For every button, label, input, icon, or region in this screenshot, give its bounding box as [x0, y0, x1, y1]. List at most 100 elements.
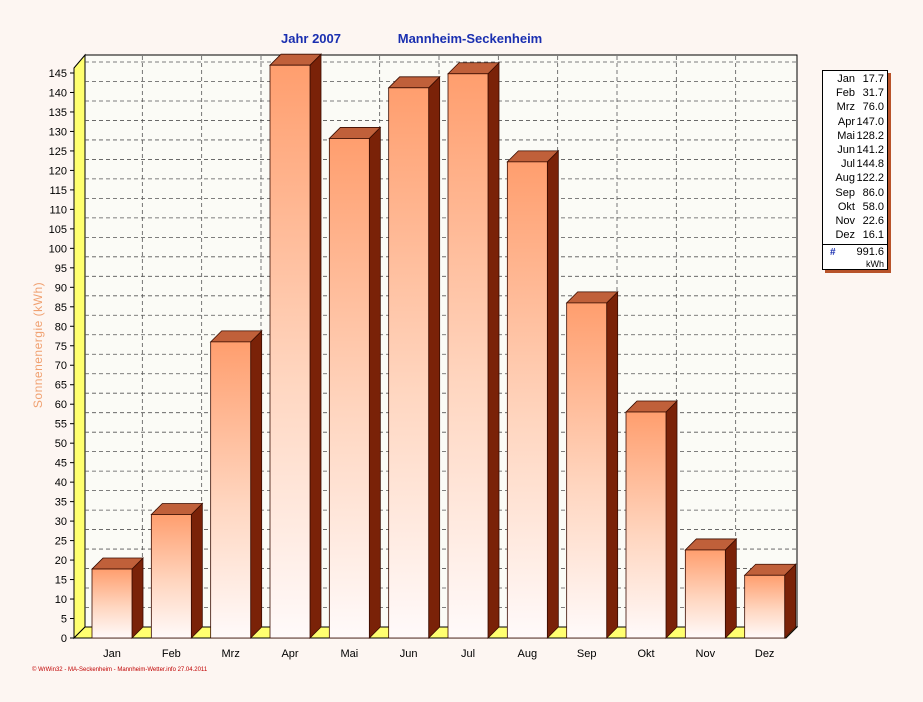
- bar: [328, 138, 370, 639]
- legend-row: Mrz 76.0: [823, 100, 887, 114]
- legend-total-value: 991.6: [856, 246, 884, 258]
- y-tick-label: 10: [55, 594, 67, 606]
- y-tick-label: 20: [55, 555, 67, 567]
- legend-row: Sep 86.0: [823, 186, 887, 200]
- legend-month: Aug: [835, 172, 855, 185]
- legend-row: Nov 22.6: [823, 214, 887, 228]
- bar: [684, 549, 726, 639]
- bar-side: [368, 126, 381, 639]
- bar-side: [131, 557, 144, 639]
- legend-value: 141.2: [856, 143, 884, 156]
- x-tick-label: Jun: [400, 648, 418, 660]
- legend-month: Sep: [835, 186, 855, 199]
- legend-row: Jul 144.8: [823, 157, 887, 171]
- legend-unit: kWh: [866, 259, 884, 269]
- legend-value: 17.7: [862, 73, 884, 85]
- bar-side: [546, 149, 559, 639]
- bar: [210, 341, 252, 639]
- x-tick-label: Jul: [461, 648, 475, 660]
- legend-row: Jan 17.7: [823, 72, 887, 86]
- legend-month: Nov: [835, 214, 855, 227]
- legend-month: Jun: [837, 143, 855, 156]
- legend-rows: Jan 17.7 Feb 31.7 Mrz 76.0 Apr 147.0 Mai 128.2 Jun…: [823, 71, 887, 242]
- legend-value: 22.6: [862, 214, 884, 227]
- legend-value: 76.0: [862, 101, 884, 114]
- legend-row: Jun 141.2: [823, 143, 887, 157]
- legend-total-symbol: #: [830, 247, 836, 258]
- x-tick-label: Mrz: [222, 648, 240, 660]
- y-tick-label: 140: [49, 87, 67, 99]
- legend-value: 16.1: [862, 229, 884, 242]
- x-tick-label: Okt: [637, 648, 654, 660]
- y-tick-label: 90: [55, 282, 67, 294]
- x-tick-label: Apr: [281, 648, 298, 660]
- x-tick-label: Dez: [755, 648, 775, 660]
- y-tick-label: 80: [55, 321, 67, 333]
- legend: Jan 17.7 Feb 31.7 Mrz 76.0 Apr 147.0 Mai 128.2 Jun…: [822, 70, 888, 270]
- y-tick-label: 70: [55, 360, 67, 372]
- y-tick-label: 145: [49, 68, 67, 80]
- y-tick-label: 50: [55, 438, 67, 450]
- legend-value: 58.0: [862, 200, 884, 213]
- bar: [150, 514, 192, 639]
- y-tick-label: 65: [55, 380, 67, 392]
- legend-row: Apr 147.0: [823, 115, 887, 129]
- y-tick-label: 85: [55, 302, 67, 314]
- bar-side: [250, 329, 263, 639]
- chart-title-year: Jahr 2007: [281, 31, 341, 46]
- legend-row: Aug 122.2: [823, 171, 887, 185]
- bar: [506, 161, 548, 639]
- legend-month: Mai: [837, 129, 855, 142]
- legend-month: Mrz: [836, 101, 855, 114]
- legend-month: Jan: [837, 73, 855, 85]
- y-tick-label: 125: [49, 146, 67, 158]
- x-tick-label: Aug: [518, 648, 538, 660]
- bar-side: [784, 563, 797, 639]
- legend-value: 31.7: [862, 87, 884, 100]
- x-tick-label: Mai: [340, 648, 358, 660]
- x-tick-label: Feb: [162, 648, 181, 660]
- legend-value: 122.2: [856, 172, 884, 185]
- y-tick-label: 15: [55, 575, 67, 587]
- bar-side: [428, 75, 441, 639]
- legend-value: 144.8: [856, 158, 884, 171]
- y-tick-label: 45: [55, 458, 67, 470]
- bar: [447, 73, 489, 639]
- bar: [566, 302, 608, 639]
- legend-row: Feb 31.7: [823, 86, 887, 100]
- bar: [744, 574, 786, 639]
- legend-month: Apr: [837, 115, 855, 128]
- y-tick-label: 105: [49, 224, 67, 236]
- bar-side: [724, 537, 737, 639]
- bar-side: [665, 400, 678, 639]
- x-tick-label: Jan: [103, 648, 121, 660]
- bar: [625, 411, 667, 639]
- y-tick-label: 40: [55, 477, 67, 489]
- legend-value: 86.0: [862, 186, 884, 199]
- y-tick-label: 35: [55, 497, 67, 509]
- legend-row: Mai 128.2: [823, 129, 887, 143]
- y-tick-label: 0: [61, 633, 67, 645]
- y-tick-label: 115: [49, 185, 67, 197]
- legend-month: Feb: [836, 87, 855, 100]
- chart-title-station: Mannheim-Seckenheim: [398, 31, 543, 46]
- bar: [91, 568, 133, 639]
- y-tick-label: 5: [61, 614, 67, 626]
- legend-value: 147.0: [856, 115, 884, 128]
- bar: [388, 87, 430, 639]
- plot-back-wall: [84, 54, 798, 628]
- footer-credit: © WrWin32 - MA-Seckenheim - Mannheim-Wet…: [32, 666, 208, 673]
- y-tick-label: 75: [55, 341, 67, 353]
- bar-side: [309, 53, 322, 639]
- y-tick-label: 60: [55, 399, 67, 411]
- x-tick-label: Nov: [696, 648, 716, 660]
- bar: [269, 64, 311, 639]
- y-tick-label: 30: [55, 516, 67, 528]
- y-tick-label: 135: [49, 107, 67, 119]
- y-axis-label: Sonnenenergie (kWh): [31, 282, 45, 408]
- y-tick-label: 25: [55, 536, 67, 548]
- y-tick-label: 120: [49, 165, 67, 177]
- x-tick-label: Sep: [577, 648, 597, 660]
- legend-month: Okt: [837, 200, 855, 213]
